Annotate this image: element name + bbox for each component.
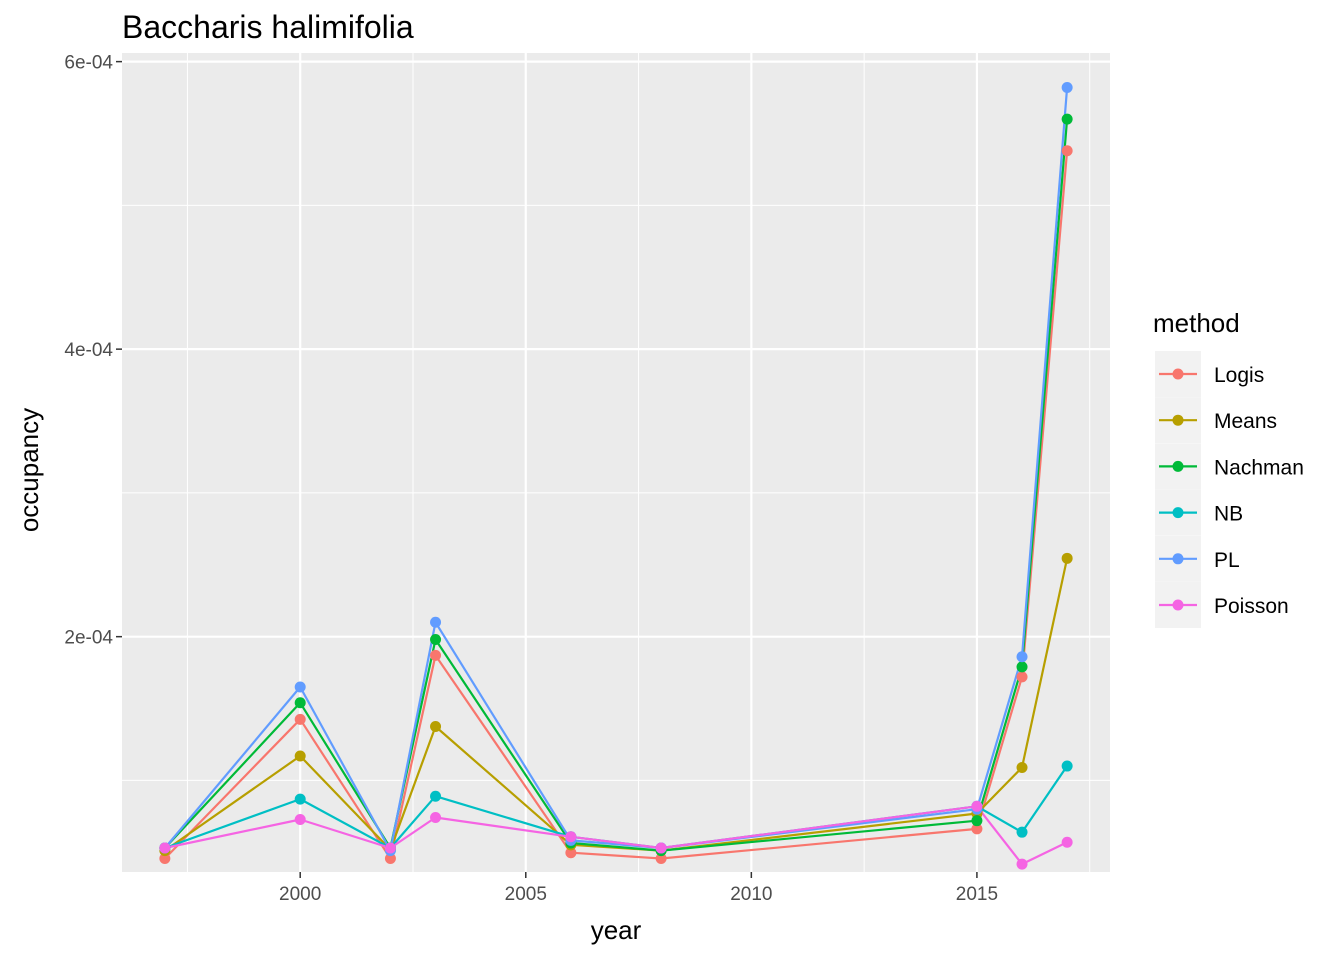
data-point-poisson: [294, 814, 306, 826]
data-point-logis: [1061, 145, 1073, 157]
data-point-poisson: [430, 812, 442, 824]
data-point-means: [1016, 761, 1028, 773]
data-point-nb: [1016, 826, 1028, 838]
legend-key-point: [1172, 507, 1184, 519]
legend-key-point: [1172, 368, 1184, 380]
data-point-pl: [1061, 82, 1073, 94]
data-point-logis: [565, 847, 577, 859]
plot-panel: [122, 53, 1110, 872]
data-point-nachman: [430, 634, 442, 646]
legend-key-point: [1172, 414, 1184, 426]
data-point-poisson: [971, 800, 983, 812]
legend-label-logis: Logis: [1214, 364, 1264, 387]
legend-label-nb: NB: [1214, 503, 1243, 526]
legend-key-point: [1172, 460, 1184, 472]
data-point-pl: [1016, 651, 1028, 663]
data-point-poisson: [1016, 858, 1028, 870]
data-point-logis: [384, 852, 396, 864]
legend-label-means: Means: [1214, 410, 1277, 433]
x-tick-label: 2015: [956, 884, 998, 905]
y-tick-label: 2e-04: [64, 628, 113, 649]
x-tick-label: 2005: [505, 884, 547, 905]
data-point-nb: [430, 790, 442, 802]
data-point-pl: [430, 616, 442, 628]
data-point-poisson: [1061, 836, 1073, 848]
data-point-nb: [294, 793, 306, 805]
legend-label-pl: PL: [1214, 549, 1240, 572]
data-point-poisson: [159, 842, 171, 854]
data-point-nachman: [1061, 113, 1073, 125]
x-tick-label: 2010: [730, 884, 772, 905]
y-tick-label: 6e-04: [64, 53, 113, 74]
legend: method Logis Means Nachman NB PL Poisson: [1153, 308, 1304, 628]
data-point-nachman: [971, 815, 983, 827]
data-point-logis: [971, 823, 983, 835]
chart-title: Baccharis halimifolia: [122, 9, 414, 45]
data-point-logis: [159, 852, 171, 864]
axis-ticks: [116, 60, 978, 878]
y-tick-label: 4e-04: [64, 340, 113, 361]
data-point-logis: [655, 852, 667, 864]
data-point-means: [430, 721, 442, 733]
data-point-nachman: [294, 697, 306, 709]
data-point-logis: [294, 713, 306, 725]
legend-title: method: [1153, 308, 1240, 338]
y-axis-title: occupancy: [14, 408, 44, 532]
data-point-poisson: [565, 831, 577, 843]
series-layer: [159, 82, 1073, 870]
major-gridlines: [122, 53, 1110, 872]
x-axis-title: year: [591, 915, 642, 945]
data-point-nb: [1061, 760, 1073, 772]
data-point-poisson: [384, 842, 396, 854]
x-tick-label: 2000: [279, 884, 321, 905]
data-point-means: [1061, 552, 1073, 564]
data-point-logis: [1016, 671, 1028, 683]
legend-key-point: [1172, 599, 1184, 611]
data-point-means: [294, 750, 306, 762]
minor-gridlines: [122, 53, 1110, 872]
legend-label-nachman: Nachman: [1214, 456, 1304, 479]
data-point-nachman: [1016, 661, 1028, 673]
tick-labels: 2000 2005 2010 2015 2e-04 4e-04 6e-04: [64, 53, 998, 905]
data-point-logis: [430, 649, 442, 661]
data-point-pl: [294, 681, 306, 693]
data-point-poisson: [655, 842, 667, 854]
legend-key-point: [1172, 553, 1184, 565]
legend-label-poisson: Poisson: [1214, 595, 1289, 618]
